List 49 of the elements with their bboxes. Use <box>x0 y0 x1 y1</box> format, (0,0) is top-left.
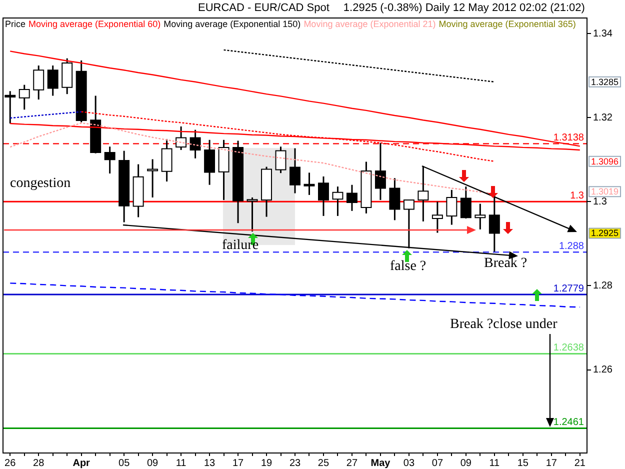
legend-label: Moving average (Exponential 365) <box>438 19 576 29</box>
x-tick-label: 15 <box>517 458 529 469</box>
x-tick-label: 11 <box>489 458 500 469</box>
x-tick-label: 11 <box>176 458 187 469</box>
x-tick-label: 07 <box>432 458 444 469</box>
x-tick-label: 26 <box>4 458 16 469</box>
annotation: 1.3019 <box>591 186 619 197</box>
chart-subtitle: 1.2925 (-0.38%) Daily 12 May 2012 02:02 (21:02) <box>343 2 585 14</box>
ref-line-label: 1.3138 <box>553 132 584 144</box>
text: Moving average (Exponential 21) <box>304 19 436 29</box>
text: Price <box>5 19 26 29</box>
x-tick-label: 28 <box>33 458 45 469</box>
x-tick-label: 13 <box>204 458 216 469</box>
text: Moving average (Exponential 60) <box>28 19 161 29</box>
annotation: congestion <box>10 176 71 192</box>
chart-title: EURCAD - EUR/CAD Spot <box>198 2 330 14</box>
x-tick-label: 17 <box>546 458 558 469</box>
x-tick-label: 19 <box>260 458 273 469</box>
y-tick-label: 1.3 <box>593 196 608 208</box>
x-tick-label: May <box>370 458 391 469</box>
x-tick-label: 05 <box>118 458 130 469</box>
annotation: 1.3285 <box>591 76 619 87</box>
ref-line-label: 1.3 <box>570 190 584 202</box>
annotation: 1.3096 <box>591 156 619 166</box>
annotation: 1.2925 <box>591 228 619 238</box>
annotation: Break ? <box>484 256 528 272</box>
annotation: false ? <box>390 259 426 275</box>
x-tick-label: 03 <box>403 458 415 469</box>
x-tick-label: 21 <box>574 458 586 469</box>
y-tick-label: 1.26 <box>593 364 613 376</box>
line-series <box>223 49 496 82</box>
line-series <box>10 111 82 119</box>
ref-line-label: 1.2638 <box>553 342 584 354</box>
x-tick-label: 23 <box>289 458 301 469</box>
ref-line-label: 1.2461 <box>553 416 584 428</box>
y-tick-label: 1.28 <box>593 280 613 292</box>
x-tick-label: Apr <box>72 458 90 469</box>
x-tick-label: 27 <box>346 458 358 469</box>
x-tick-label: 09 <box>460 458 472 469</box>
annotation: Break ?close under <box>450 317 558 333</box>
x-tick-label: 09 <box>147 458 159 469</box>
y-tick-label: 1.32 <box>593 112 613 124</box>
x-tick-label: 25 <box>318 458 330 469</box>
ref-line-label: 1.288 <box>558 240 584 252</box>
x-tick-label: 17 <box>232 458 244 469</box>
y-tick-label: 1.34 <box>593 28 613 40</box>
ref-line-label: 1.2779 <box>553 283 584 294</box>
text: Moving average (Exponential 150) <box>164 19 301 29</box>
annotation: failure <box>222 238 259 254</box>
